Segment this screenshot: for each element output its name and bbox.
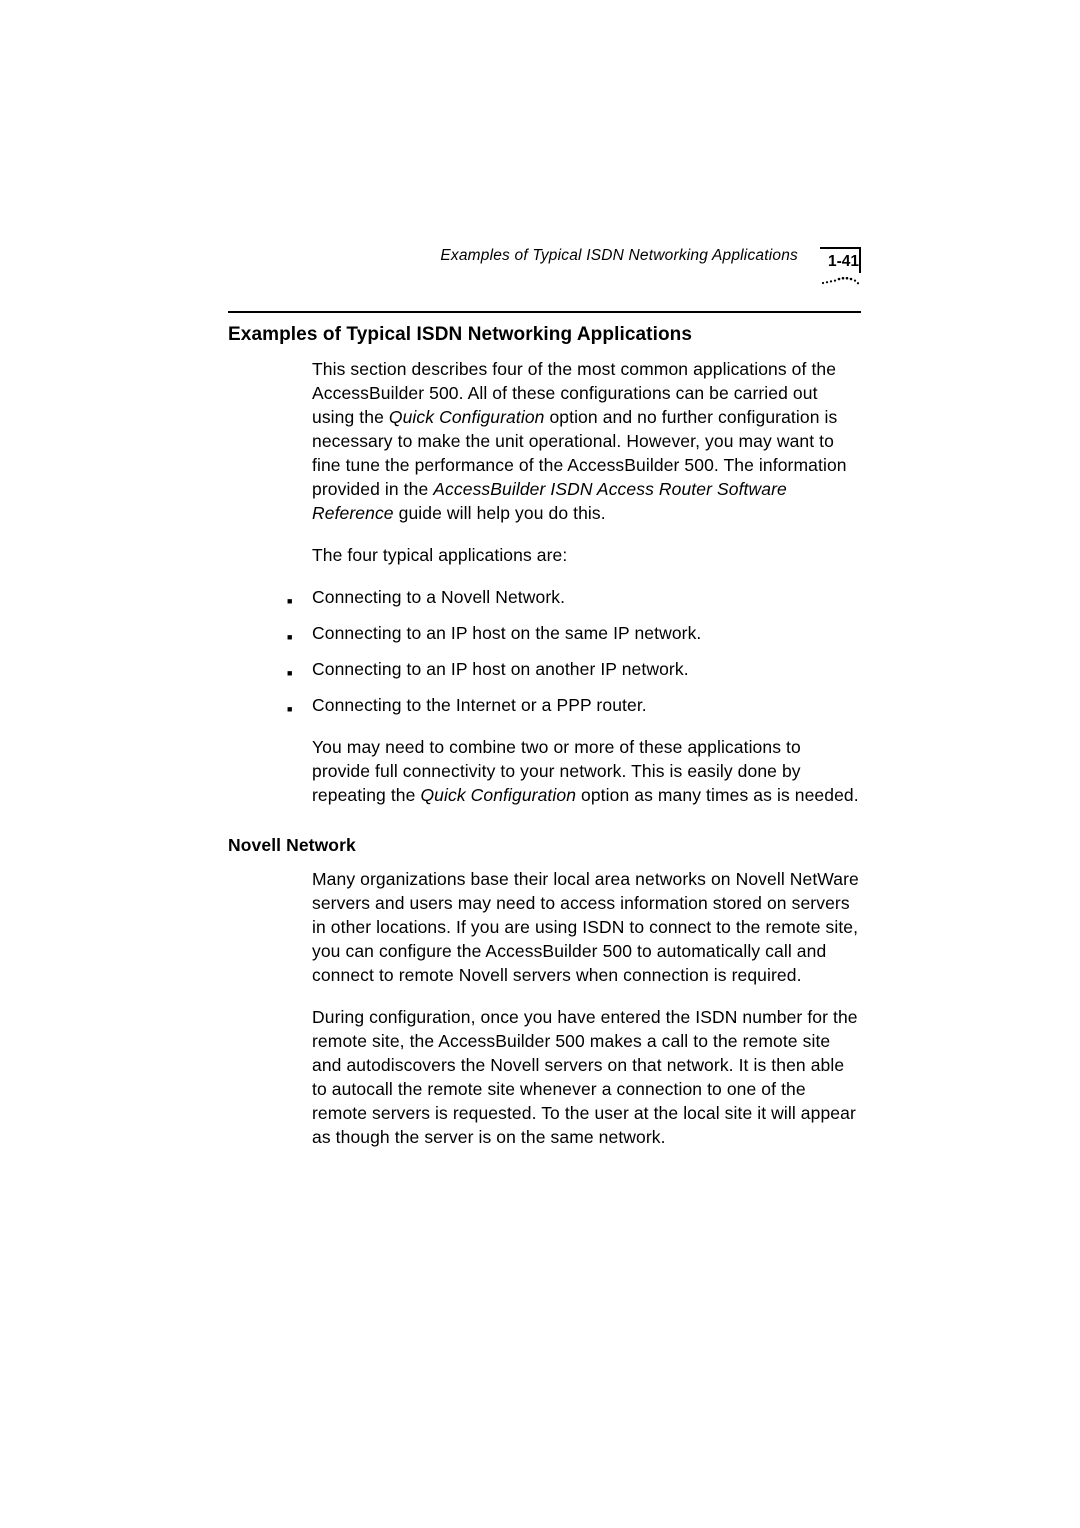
running-header-title: Examples of Typical ISDN Networking Appl… [440, 247, 798, 265]
combine-p-text-b: option as many times as is needed. [576, 785, 859, 805]
section-heading: Examples of Typical ISDN Networking Appl… [228, 324, 861, 346]
subsection-heading: Novell Network [228, 835, 861, 856]
subsection-body: Many organizations base their local area… [312, 867, 861, 1149]
novell-paragraph-1: Many organizations base their local area… [312, 867, 861, 987]
body-content: This section describes four of the most … [312, 357, 861, 567]
combine-paragraph: You may need to combine two or more of t… [312, 735, 861, 807]
intro-p1-italic-1: Quick Configuration [389, 407, 545, 427]
page-number-block: 1-41 [820, 247, 861, 285]
list-item: Connecting to an IP host on the same IP … [287, 621, 861, 645]
page-content: Examples of Typical ISDN Networking Appl… [228, 247, 861, 1167]
intro-p1-text-c: guide will help you do this. [394, 503, 606, 523]
body-content-2: You may need to combine two or more of t… [312, 735, 861, 807]
list-item: Connecting to a Novell Network. [287, 585, 861, 609]
list-item: Connecting to the Internet or a PPP rout… [287, 693, 861, 717]
page-header: Examples of Typical ISDN Networking Appl… [228, 247, 861, 285]
combine-p-italic: Quick Configuration [420, 785, 576, 805]
dots-decoration-icon [821, 275, 859, 285]
applications-list: Connecting to a Novell Network. Connecti… [287, 585, 861, 717]
novell-paragraph-2: During configuration, once you have ente… [312, 1005, 861, 1149]
intro-paragraph-2: The four typical applications are: [312, 543, 861, 567]
intro-paragraph-1: This section describes four of the most … [312, 357, 861, 525]
header-divider [228, 311, 861, 313]
list-item: Connecting to an IP host on another IP n… [287, 657, 861, 681]
page-number: 1-41 [820, 247, 861, 273]
